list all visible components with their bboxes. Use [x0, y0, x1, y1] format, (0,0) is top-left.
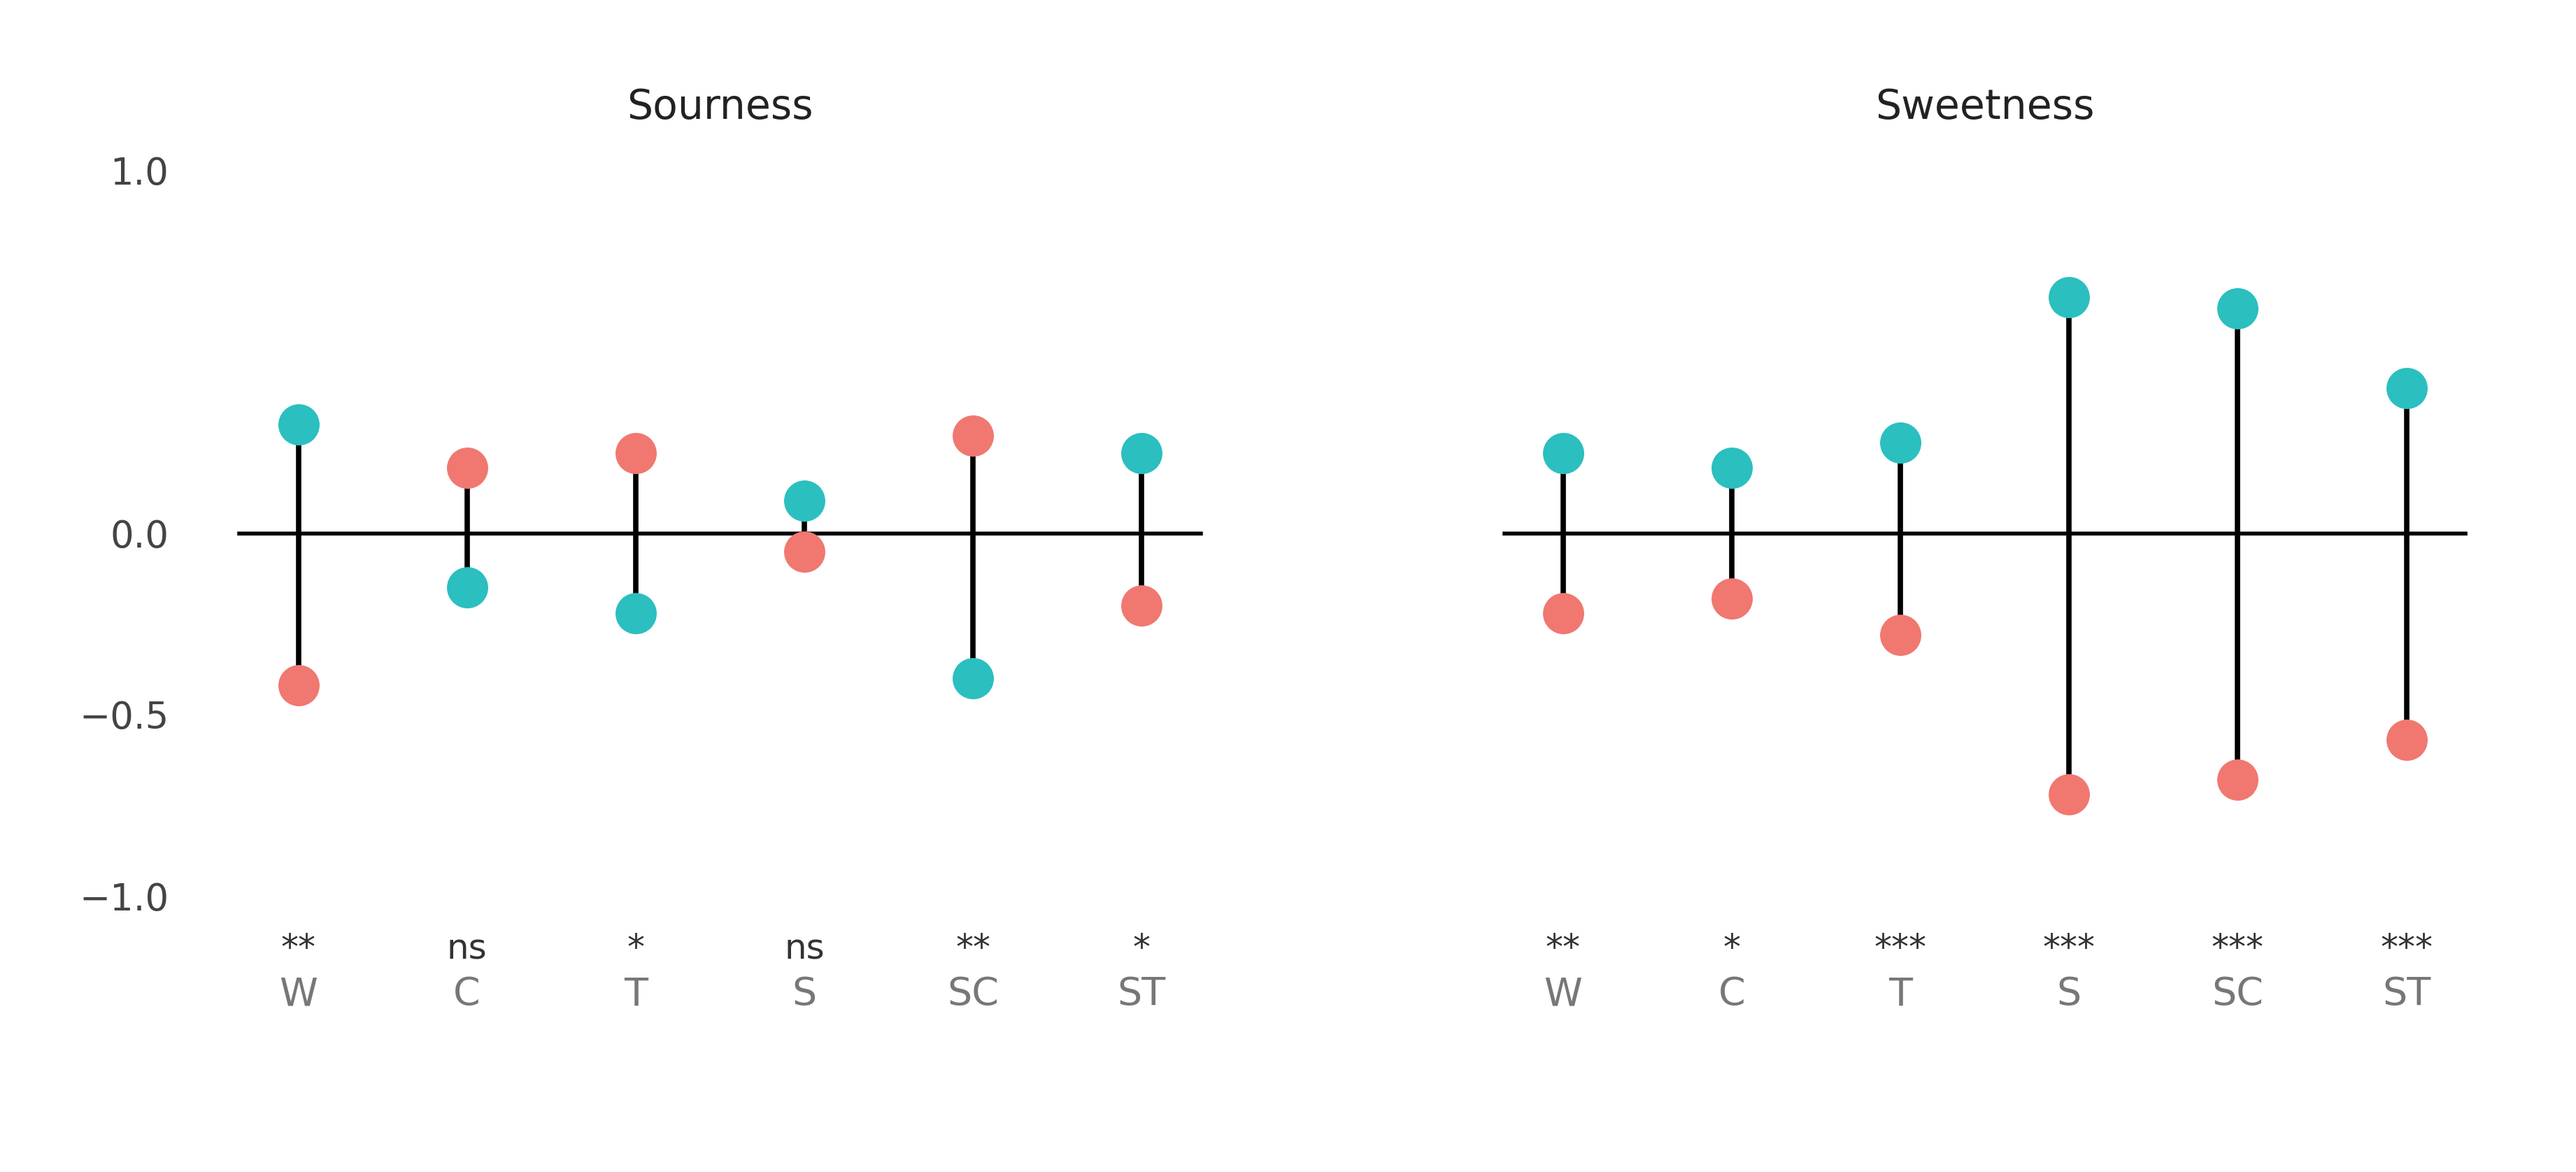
Text: C: C [453, 976, 482, 1014]
Point [446, 458, 487, 477]
Text: *: * [1723, 932, 1741, 966]
Text: ST: ST [1118, 976, 1167, 1014]
Point [2048, 785, 2089, 804]
Point [278, 676, 319, 695]
Point [616, 444, 657, 463]
Point [2385, 730, 2427, 749]
Point [1543, 604, 1584, 622]
Text: W: W [1543, 976, 1582, 1014]
Point [2218, 299, 2259, 318]
Point [1121, 597, 1162, 615]
Point [783, 491, 824, 510]
Text: **: ** [956, 932, 989, 966]
Point [953, 669, 994, 688]
Text: SC: SC [948, 976, 999, 1014]
Text: **: ** [281, 932, 317, 966]
Point [278, 415, 319, 434]
Point [1710, 590, 1752, 608]
Text: SC: SC [2213, 976, 2264, 1014]
Point [1710, 458, 1752, 477]
Point [446, 578, 487, 597]
Text: *: * [1133, 932, 1151, 966]
Point [1121, 444, 1162, 463]
Point [616, 604, 657, 622]
Point [783, 541, 824, 560]
Point [1880, 626, 1922, 645]
Text: ***: *** [1875, 932, 1927, 966]
Text: S: S [791, 976, 817, 1014]
Point [2048, 288, 2089, 307]
Text: ns: ns [783, 932, 824, 966]
Text: *: * [626, 932, 644, 966]
Text: ***: *** [2380, 932, 2432, 966]
Text: ***: *** [2213, 932, 2264, 966]
Text: Sweetness: Sweetness [1875, 87, 2094, 127]
Point [1880, 434, 1922, 452]
Point [2218, 770, 2259, 789]
Text: T: T [623, 976, 647, 1014]
Text: Sourness: Sourness [626, 87, 814, 127]
Text: ***: *** [2043, 932, 2094, 966]
Point [1543, 444, 1584, 463]
Text: ns: ns [446, 932, 487, 966]
Text: S: S [2056, 976, 2081, 1014]
Text: ST: ST [2383, 976, 2432, 1014]
Text: T: T [1888, 976, 1911, 1014]
Text: **: ** [1546, 932, 1582, 966]
Text: W: W [278, 976, 317, 1014]
Text: C: C [1718, 976, 1747, 1014]
Point [953, 425, 994, 444]
Point [2385, 379, 2427, 397]
